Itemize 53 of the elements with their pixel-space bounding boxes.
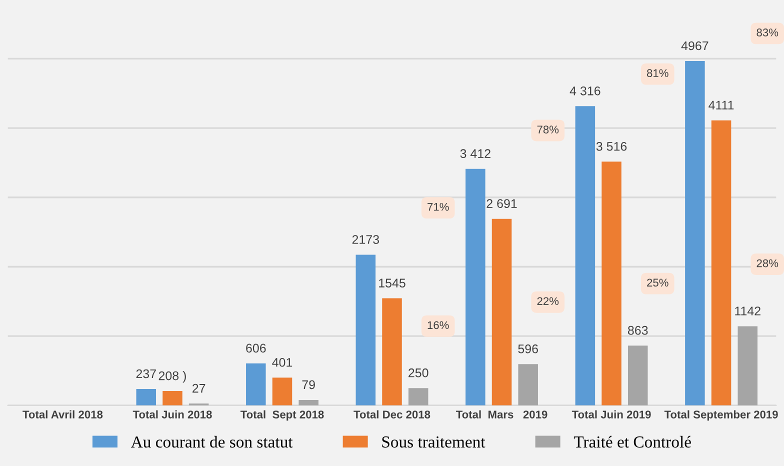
x-tick-label: Total Juin 2018 (132, 410, 212, 418)
annotation: 25% (647, 278, 668, 287)
x-tick-label: Total Dec 2018 (354, 410, 430, 418)
legend-label: Traité et Controlé (574, 436, 691, 448)
data-label: 2 691 (486, 199, 517, 208)
bar (628, 346, 648, 406)
bar (602, 162, 622, 406)
legend-label: Au courant de son statut (130, 436, 293, 448)
x-tick-label: Total Sept 2018 (240, 410, 324, 421)
annotation: 81% (646, 69, 668, 78)
bar (408, 388, 428, 406)
data-label: 250 (408, 368, 428, 378)
bar (738, 326, 758, 406)
data-label: 863 (628, 326, 648, 335)
data-label: 79 (302, 380, 315, 390)
annotation: 28% (756, 259, 778, 268)
text: 83% (756, 28, 778, 36)
bar (492, 218, 512, 406)
data-label: 27 (192, 384, 206, 393)
data-label: 596 (518, 344, 538, 354)
annotation: 16% (428, 321, 449, 330)
x-tick-label: Total September 2019 (664, 410, 778, 421)
data-label: 3 412 (460, 149, 490, 158)
bar (575, 106, 596, 406)
x-tick-label: Total Mars 2019 (456, 410, 548, 418)
bar (382, 298, 402, 406)
bar (162, 390, 182, 406)
data-label: 401 (272, 358, 292, 367)
data-label: 4 316 (570, 86, 600, 96)
annotation: 78% (537, 126, 559, 134)
bar (136, 388, 156, 406)
data-label: 4967 (681, 41, 708, 50)
x-tick-label: Total Avril 2018 (22, 410, 103, 418)
data-label: 237 (136, 369, 156, 378)
data-label: 1142 (735, 306, 760, 316)
data-label: 4111 (708, 100, 734, 110)
bar (246, 363, 266, 406)
bar (518, 364, 538, 406)
bar (298, 400, 318, 406)
bar (711, 120, 732, 406)
bar (356, 254, 376, 406)
legend-label: Sous traitement (382, 436, 486, 448)
x-tick-label: Total Juin 2019 (572, 410, 651, 418)
data-label: 2173 (352, 235, 380, 244)
annotation: 71% (428, 202, 449, 211)
bar (466, 168, 486, 406)
bar (272, 378, 292, 406)
bar (685, 60, 705, 406)
data-label: 208 ) (158, 371, 186, 383)
data-label: 3 516 (596, 142, 627, 151)
data-label: 606 (246, 344, 266, 353)
data-label: 1545 (379, 278, 406, 288)
annotation: 22% (537, 297, 559, 306)
